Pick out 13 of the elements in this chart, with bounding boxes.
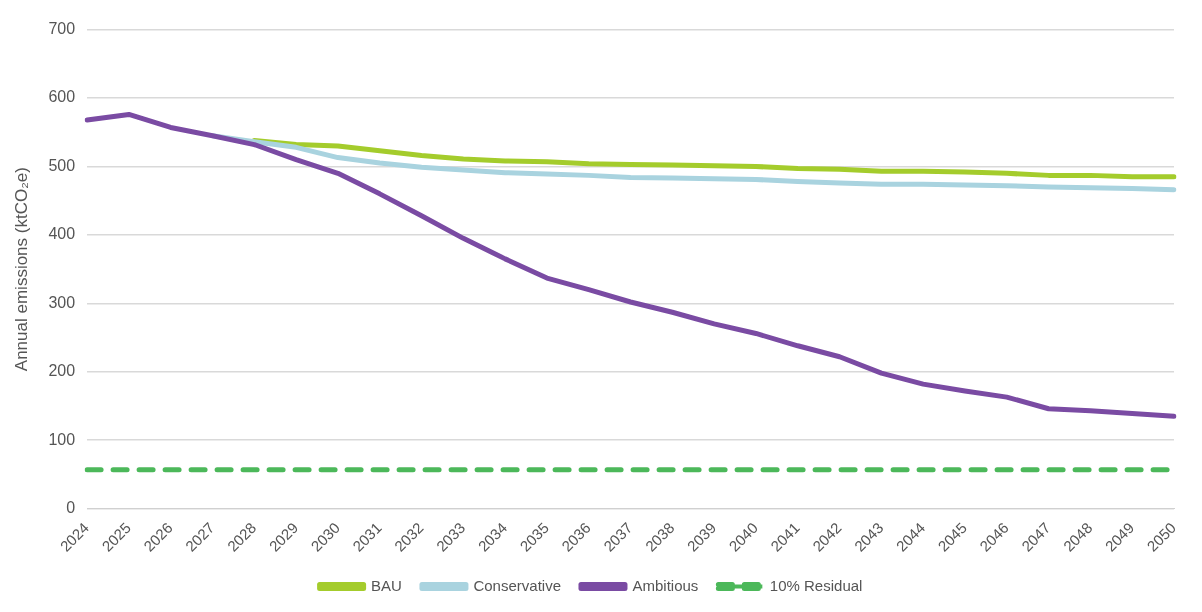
legend-label: BAU — [371, 576, 402, 594]
y-tick-label: 500 — [48, 156, 76, 174]
y-tick-label: 0 — [66, 499, 76, 517]
y-tick-label: 200 — [48, 362, 76, 380]
legend-label: Ambitious — [632, 576, 699, 594]
y-tick-label: 100 — [48, 430, 76, 448]
y-tick-label: 300 — [48, 293, 76, 311]
y-tick-label: 700 — [48, 20, 76, 38]
y-tick-label: 600 — [48, 88, 76, 106]
legend-label: 10% Residual — [769, 576, 863, 594]
y-tick-label: 400 — [48, 225, 76, 243]
y-axis-title: Annual emissions (ktCO₂e) — [11, 167, 31, 372]
legend-label: Conservative — [473, 576, 561, 594]
